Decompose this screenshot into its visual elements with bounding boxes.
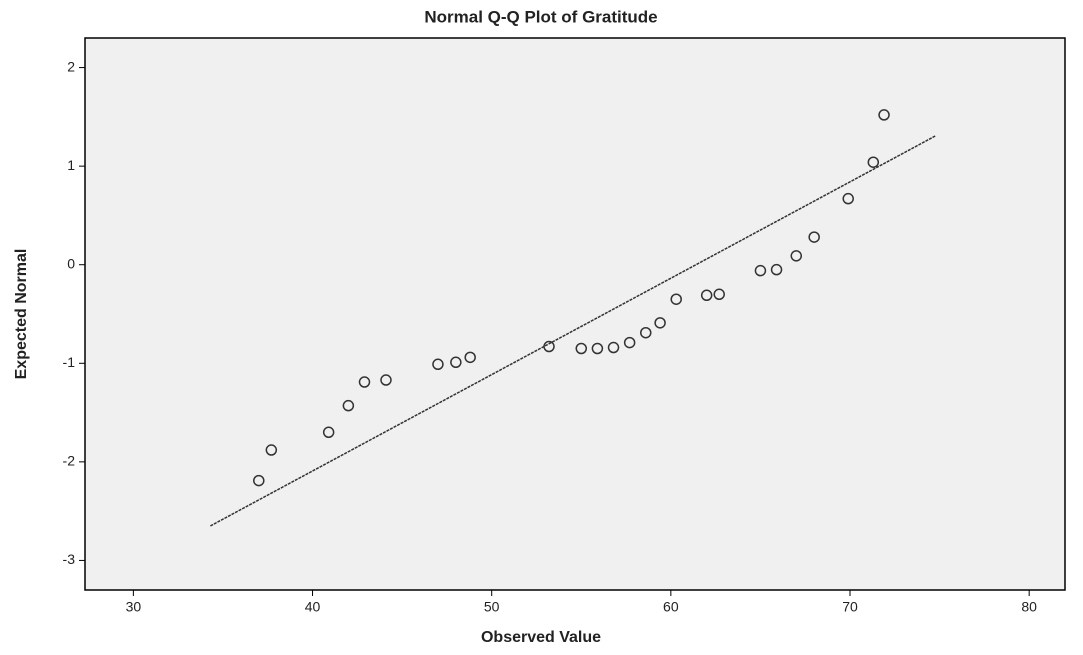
data-point [640, 326, 652, 339]
data-point [591, 342, 604, 355]
x-tick-label: 50 [484, 599, 500, 615]
data-point [623, 336, 636, 349]
data-point [700, 289, 713, 302]
y-tick-label: -1 [63, 354, 76, 370]
data-point [808, 231, 820, 243]
y-tick-label: 2 [67, 58, 75, 74]
y-tick-label: -3 [63, 551, 76, 567]
y-tick-label: -2 [63, 453, 76, 469]
data-point [878, 109, 890, 121]
data-point [607, 341, 620, 354]
data-point [380, 374, 392, 386]
data-point [770, 263, 783, 276]
x-tick-label: 60 [663, 599, 679, 615]
data-point [670, 293, 682, 305]
data-point [450, 356, 462, 369]
data-point [575, 342, 588, 355]
data-point [867, 156, 880, 168]
data-point [842, 192, 854, 205]
y-axis-label: Expected Normal [13, 249, 30, 380]
data-point [713, 288, 725, 301]
data-point [253, 474, 265, 487]
x-tick-label: 80 [1021, 599, 1037, 615]
x-tick-label: 40 [305, 599, 321, 615]
data-point [654, 317, 666, 329]
chart-title: Normal Q-Q Plot of Gratitude [424, 7, 657, 26]
data-point [543, 340, 555, 353]
data-point [322, 426, 335, 439]
x-axis-label: Observed Value [481, 629, 601, 646]
data-point [358, 376, 371, 388]
plot-area [84, 37, 1066, 591]
data-point [265, 444, 278, 456]
x-tick-label: 70 [842, 599, 858, 615]
y-tick-label: 0 [67, 255, 75, 271]
x-tick-label: 30 [126, 599, 142, 615]
data-point [464, 351, 476, 364]
reference-line [210, 134, 937, 527]
data-point [432, 358, 444, 371]
y-tick-label: 1 [67, 157, 75, 173]
data-point [342, 399, 355, 412]
data-point [754, 264, 767, 277]
data-point [790, 250, 803, 262]
